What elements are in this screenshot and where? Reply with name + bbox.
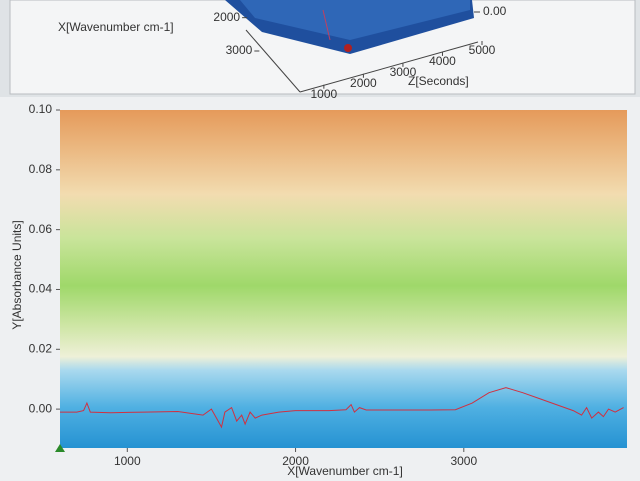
z-tick-label: 4000 <box>429 54 456 68</box>
y-tick-label: 0.00 <box>29 401 53 415</box>
x-axis-label: X[Wavenumber cm-1] <box>58 20 174 34</box>
z-tick-label: 5000 <box>469 43 496 57</box>
surface-highlight <box>240 0 470 40</box>
x-axis-label: X[Wavenumber cm-1] <box>287 464 403 478</box>
y-tick-label: 0.04 <box>29 282 53 296</box>
cursor-dot <box>344 44 352 52</box>
y-tick-label: 0.10 <box>29 102 53 116</box>
y-tick-label: 0.06 <box>29 222 53 236</box>
y-tick-label: 0.02 <box>29 341 53 355</box>
x-tick-label: 3000 <box>226 43 253 57</box>
axis-edge <box>299 41 479 93</box>
plot-area <box>60 110 627 448</box>
x-tick-label: 3000 <box>450 454 477 468</box>
cursor-line <box>322 9 331 41</box>
x-tick-label: 2000 <box>282 454 309 468</box>
z-axis-label: Z[Seconds] <box>408 74 469 88</box>
y-axis-label: Y[Absorbance Units] <box>10 220 24 329</box>
x-tick-label: 1000 <box>114 454 141 468</box>
axis-edge <box>245 29 301 93</box>
data-line <box>60 387 624 429</box>
z-tick-label: 3000 <box>390 65 417 79</box>
y-tick-label: 0.08 <box>29 162 53 176</box>
x-tick-label: 2000 <box>213 10 240 24</box>
origin-marker <box>55 444 65 452</box>
z-tick-label: 1000 <box>311 87 338 101</box>
z-tick-label: 2000 <box>350 76 377 90</box>
y-tick-label: 0.00 <box>483 4 507 18</box>
